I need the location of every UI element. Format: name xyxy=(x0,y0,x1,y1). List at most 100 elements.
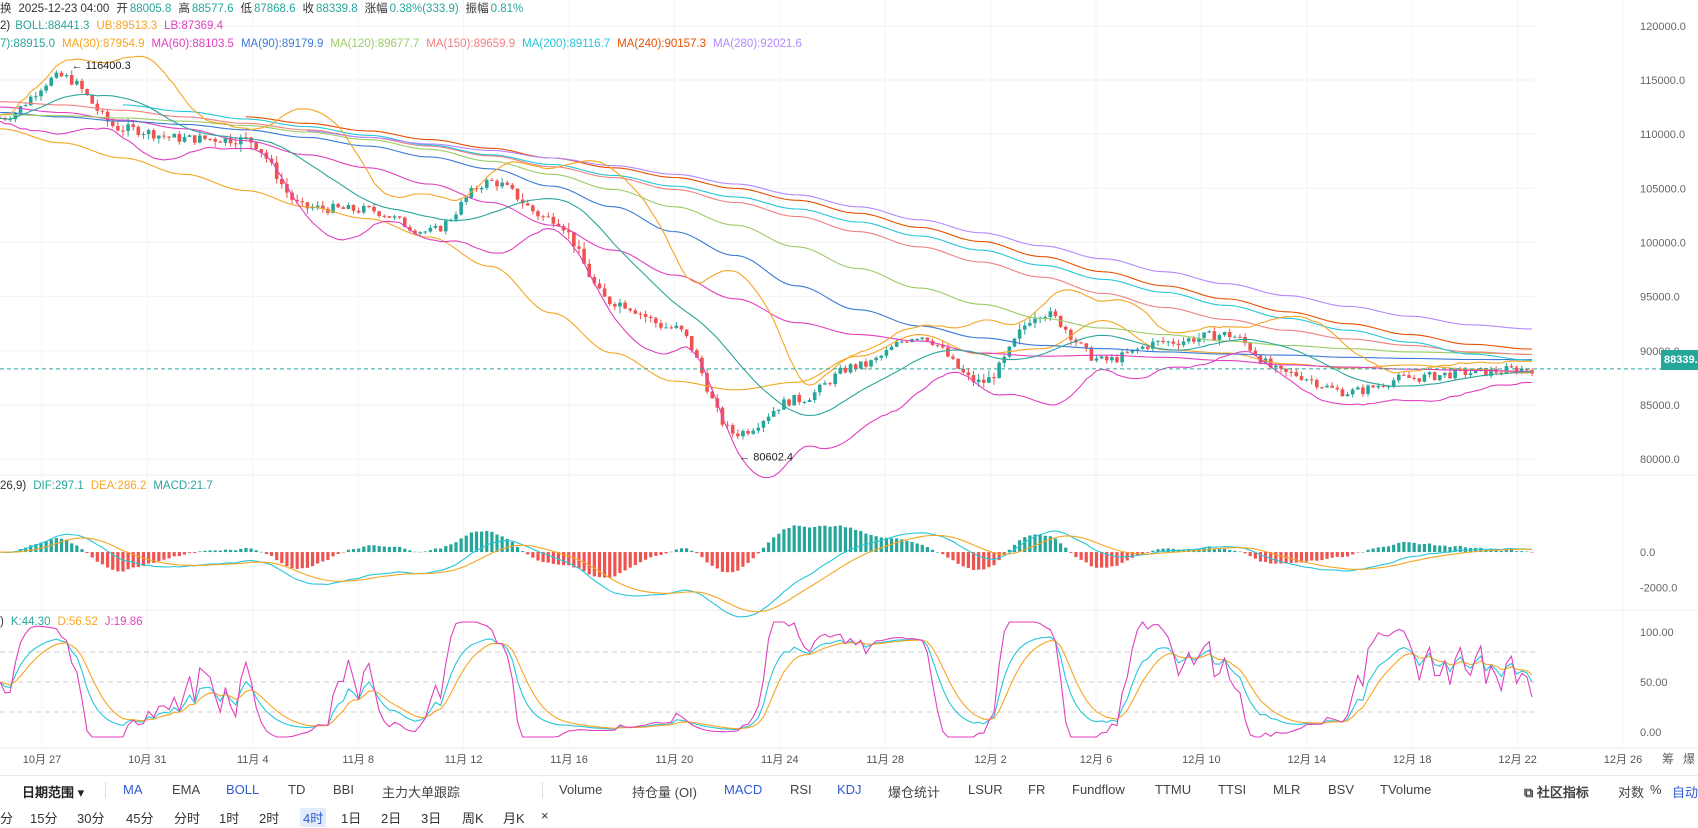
kline-chart[interactable]: ← 116400.3← 80602.4 80000.085000.090000.… xyxy=(0,0,1698,775)
log-scale-toggle[interactable]: 对数 xyxy=(1618,785,1645,800)
sub-indicator-rsi-3[interactable]: RSI xyxy=(790,782,812,797)
sub-indicator-bsv-12[interactable]: BSV xyxy=(1328,782,1355,797)
candle-body xyxy=(946,347,950,357)
candle-body xyxy=(1330,385,1334,388)
macd-histogram-bar xyxy=(34,544,38,553)
timeframe-8[interactable]: 1日 xyxy=(341,811,362,826)
candle-body xyxy=(126,124,130,131)
sub-indicator-lsur-6[interactable]: LSUR xyxy=(968,782,1003,797)
sub-indicator-kdj-4[interactable]: KDJ xyxy=(837,782,862,797)
candle-body xyxy=(633,310,638,314)
ma-line xyxy=(0,111,1532,361)
macd-histogram-bar xyxy=(459,538,463,553)
macd-histogram-bar xyxy=(982,552,986,570)
candle-body xyxy=(64,75,69,77)
timeframe-0[interactable]: 分 xyxy=(0,811,14,826)
macd-histogram-bar xyxy=(633,552,637,566)
timeframe-9[interactable]: 2日 xyxy=(381,811,402,826)
macd-histogram-bar xyxy=(1345,552,1350,557)
candle-body xyxy=(1289,371,1293,373)
timeframe-6[interactable]: 2时 xyxy=(259,811,280,826)
timeframe-5[interactable]: 1时 xyxy=(219,811,240,826)
candle-body xyxy=(295,199,299,202)
sub-indicator-fr-7[interactable]: FR xyxy=(1028,782,1046,797)
macd-histogram-bar xyxy=(1187,548,1191,553)
timeframe-3[interactable]: 45分 xyxy=(126,811,154,826)
macd-histogram-bar xyxy=(638,552,643,563)
macd-histogram-bar xyxy=(1340,552,1345,558)
macd-histogram-bar xyxy=(1407,542,1411,553)
auto-scale-toggle[interactable]: 自动 xyxy=(1672,785,1698,800)
macd-histogram-bar xyxy=(1299,552,1304,563)
macd-histogram-bar xyxy=(920,544,924,553)
candle-body xyxy=(1069,329,1073,340)
sub-indicator--5[interactable]: 爆仓统计 xyxy=(888,785,941,800)
timeframe-2[interactable]: 30分 xyxy=(77,811,105,826)
macd-histogram-bar xyxy=(1079,552,1083,560)
macd-histogram-bar xyxy=(254,550,258,553)
candle-body xyxy=(1253,350,1258,356)
timeframe-12[interactable]: 月K xyxy=(503,811,525,826)
macd-histogram-bar xyxy=(1504,550,1508,553)
sub-indicator-fundflow-8[interactable]: Fundflow xyxy=(1072,782,1125,797)
timeframe-4[interactable]: 分时 xyxy=(174,811,201,826)
macd-histogram-bar xyxy=(736,552,740,571)
main-indicator-boll[interactable]: BOLL xyxy=(226,782,260,797)
percent-scale-toggle[interactable]: % xyxy=(1650,782,1662,797)
indicator-row: 日期范围 ▾ MA EMA BOLL TD BBI 主力大单跟踪 Volume 持仓量 (OI)… xyxy=(0,778,1698,802)
macd-histogram-bar xyxy=(854,529,858,553)
change-label: 涨幅 xyxy=(364,3,388,15)
candle-body xyxy=(797,394,802,403)
macd-histogram-bar xyxy=(1243,552,1247,554)
macd-histogram-bar xyxy=(1100,552,1104,568)
candle-body xyxy=(213,139,217,142)
main-indicator-ema[interactable]: EMA xyxy=(172,782,201,797)
timeframe-10[interactable]: 3日 xyxy=(421,811,442,826)
sub-indicator-ttsi-10[interactable]: TTSI xyxy=(1218,782,1247,797)
macd-histogram-bar xyxy=(187,552,192,553)
macd-pane[interactable] xyxy=(0,525,1534,618)
candle-body xyxy=(741,431,745,437)
candle-body xyxy=(710,391,715,399)
sub-indicator-mlr-11[interactable]: MLR xyxy=(1273,782,1301,797)
sub-indicator-tvolume-13[interactable]: TVolume xyxy=(1380,782,1432,797)
macd-histogram-bar xyxy=(1335,552,1339,557)
sub-indicator-macd-2[interactable]: MACD xyxy=(724,782,763,797)
sub-indicator-ttmu-9[interactable]: TTMU xyxy=(1155,782,1192,797)
timeframe-11[interactable]: 周K xyxy=(462,811,484,826)
macd-histogram-bar xyxy=(889,538,894,553)
main-indicator-ma[interactable]: MA xyxy=(123,782,143,797)
candle-body xyxy=(695,350,699,358)
candle-body xyxy=(1355,387,1360,390)
macd-histogram-bar xyxy=(592,552,596,577)
timeframe-1[interactable]: 15分 xyxy=(30,811,58,826)
macd-histogram-bar xyxy=(464,535,468,553)
date-range-dropdown[interactable]: 日期范围 ▾ xyxy=(22,785,85,800)
main-indicator-bbi[interactable]: BBI xyxy=(333,782,354,797)
kdj-pane[interactable] xyxy=(0,621,1535,738)
community-indicators-button[interactable]: ⧉ 社区指标 xyxy=(1524,785,1589,800)
main-indicator-主力大单跟踪[interactable]: 主力大单跟踪 xyxy=(382,785,461,800)
timeframe-7[interactable]: 4时 xyxy=(300,808,327,827)
candle-body xyxy=(367,206,371,208)
candle-body xyxy=(1120,352,1124,363)
ma-legend-item: MA(200):89116.7 xyxy=(522,38,611,50)
sub-indicator-oi-1[interactable]: 持仓量 (OI) xyxy=(632,785,697,800)
macd-histogram-bar xyxy=(613,552,617,577)
macd-histogram-bar xyxy=(761,547,766,553)
sub-indicator-volume-0[interactable]: Volume xyxy=(559,782,603,797)
macd-histogram-bar xyxy=(126,552,130,570)
macd-histogram-bar xyxy=(351,548,356,553)
macd-histogram-bar xyxy=(326,552,330,561)
main-indicator-td[interactable]: TD xyxy=(288,782,306,797)
candle-body xyxy=(843,367,848,373)
close-timeframe-button[interactable]: × xyxy=(541,808,549,823)
candle-body xyxy=(1299,376,1304,380)
candle-body xyxy=(59,72,64,77)
close-value: 88339.8 xyxy=(316,3,358,15)
main-price-pane[interactable]: ← 116400.3 ← 80602.4 xyxy=(0,55,1661,479)
time-axis-label: 11月 24 xyxy=(761,754,799,766)
macd-histogram-bar xyxy=(433,548,438,553)
macd-histogram-bar xyxy=(418,551,422,553)
macd-histogram-bar xyxy=(208,550,212,553)
